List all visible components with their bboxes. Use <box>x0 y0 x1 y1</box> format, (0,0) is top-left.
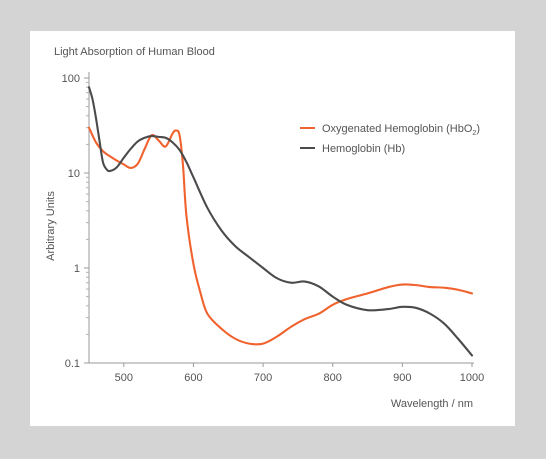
x-tick-label: 1000 <box>460 372 484 384</box>
legend-entry-hbo2: Oxygenated Hemoglobin (HbO2) <box>300 123 480 137</box>
x-tick-label: 500 <box>115 372 133 384</box>
x-tick-label: 800 <box>324 372 342 384</box>
y-tick-label: 100 <box>62 73 80 85</box>
x-tick-label: 600 <box>184 372 202 384</box>
legend-label: Hemoglobin (Hb) <box>322 143 405 155</box>
x-tick-label: 900 <box>393 372 411 384</box>
x-tick-label: 700 <box>254 372 272 384</box>
chart-title: Light Absorption of Human Blood <box>54 46 215 58</box>
legend: Oxygenated Hemoglobin (HbO2) Hemoglobin (… <box>300 123 480 155</box>
x-axis-label: Wavelength / nm <box>391 398 473 410</box>
y-axis-label: Arbitrary Units <box>45 191 57 261</box>
series-line-hbo2 <box>87 126 474 346</box>
chart-card: Light Absorption of Human Blood 500 600 70… <box>30 31 515 426</box>
absorption-chart: Light Absorption of Human Blood 500 600 70… <box>45 46 484 410</box>
legend-label: Oxygenated Hemoglobin (HbO2) <box>322 123 480 137</box>
y-tick-label: 10 <box>68 168 80 180</box>
y-tick-label: 1 <box>74 263 80 275</box>
legend-entry-hb: Hemoglobin (Hb) <box>300 143 405 155</box>
y-tick-label: 0.1 <box>65 358 80 370</box>
series-line-hb <box>87 86 474 357</box>
